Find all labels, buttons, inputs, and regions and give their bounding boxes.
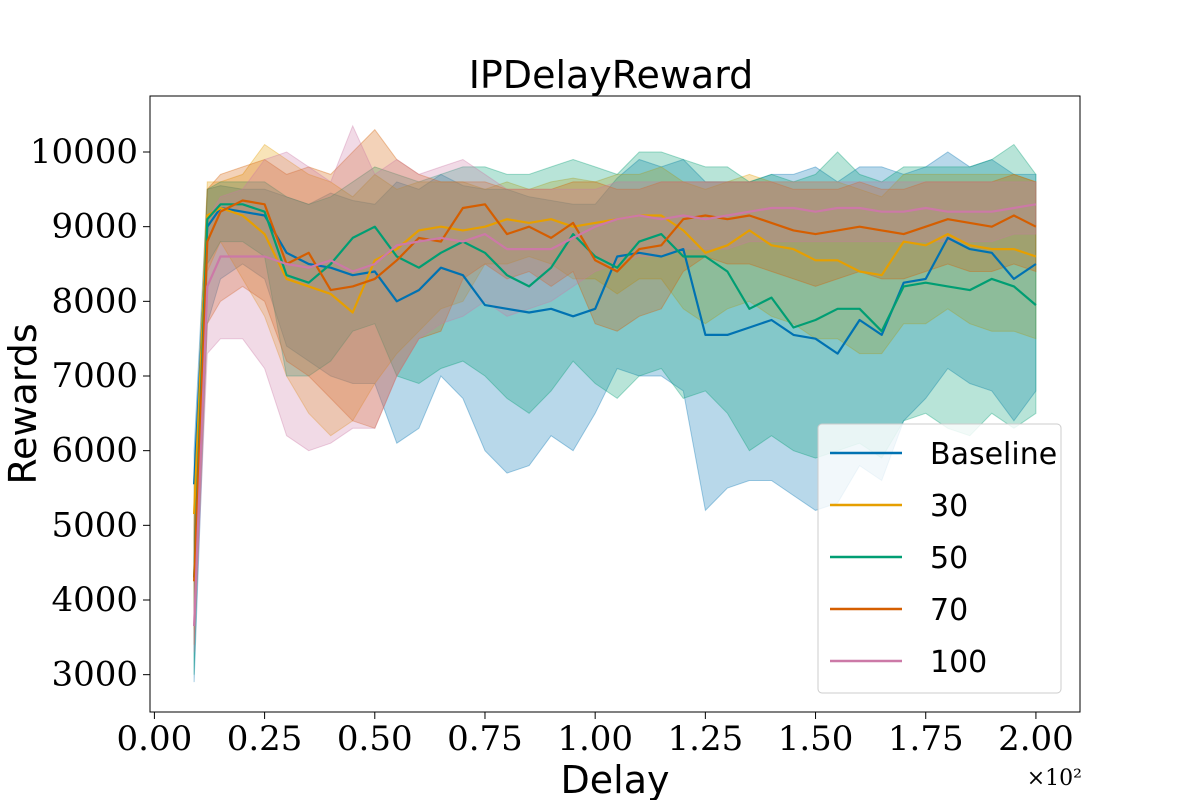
chart-title: IPDelayReward — [469, 53, 754, 97]
band-series-1 — [193, 143, 1037, 630]
x-axis: 0.00 0.25 0.50 0.75 1.00 1.25 1.50 1.75 2.00 — [117, 712, 1074, 759]
legend-item: 50 — [830, 541, 968, 576]
y-tick-label: 3000 — [51, 655, 138, 695]
y-tick-label: 4000 — [51, 580, 138, 620]
y-tick-label: 10000 — [30, 132, 138, 172]
y-tick-label: 8000 — [51, 281, 138, 321]
band-series-3 — [193, 128, 1037, 645]
y-tick-label: 9000 — [51, 207, 138, 247]
legend-item: 100 — [830, 645, 987, 680]
legend-box — [817, 423, 1062, 694]
confidence-bands — [193, 124, 1037, 683]
band-series-4 — [193, 124, 1037, 653]
plot-area-frame — [149, 95, 1081, 713]
legend-label: 70 — [930, 593, 968, 628]
y-axis: 3000 4000 5000 6000 7000 8000 9000 10000 — [30, 132, 150, 695]
x-tick-label: 1.50 — [778, 719, 854, 759]
x-tick-label: 2.00 — [998, 719, 1074, 759]
y-axis-label: Rewards — [1, 323, 45, 484]
y-tick-label: 5000 — [51, 505, 138, 545]
legend-label: 30 — [930, 489, 968, 524]
legend-label: Baseline — [930, 437, 1057, 472]
series-lines — [193, 199, 1037, 627]
y-tick-label: 7000 — [51, 356, 138, 396]
x-tick-label: 1.25 — [668, 719, 744, 759]
legend-item: Baseline — [830, 437, 1057, 472]
legend-label: 100 — [930, 645, 987, 680]
legend-label: 50 — [930, 541, 968, 576]
x-tick-label: 1.75 — [888, 719, 964, 759]
band-series-0 — [193, 151, 1037, 683]
x-axis-exponent: ×10² — [1027, 766, 1082, 791]
y-tick-label: 6000 — [51, 431, 138, 471]
x-axis-label: Delay — [561, 758, 670, 800]
x-tick-label: 0.50 — [337, 719, 413, 759]
legend: Baseline 30 50 70 100 — [817, 423, 1062, 694]
x-tick-label: 0.25 — [227, 719, 303, 759]
line-series-1 — [193, 206, 1037, 515]
legend-item: 70 — [830, 593, 968, 628]
x-tick-label: 0.75 — [447, 719, 523, 759]
x-tick-label: 1.00 — [557, 719, 633, 759]
band-series-2 — [193, 143, 1037, 675]
line-series-4 — [193, 203, 1037, 627]
legend-item: 30 — [830, 489, 968, 524]
x-tick-label: 0.00 — [117, 719, 193, 759]
line-series-3 — [193, 199, 1037, 582]
